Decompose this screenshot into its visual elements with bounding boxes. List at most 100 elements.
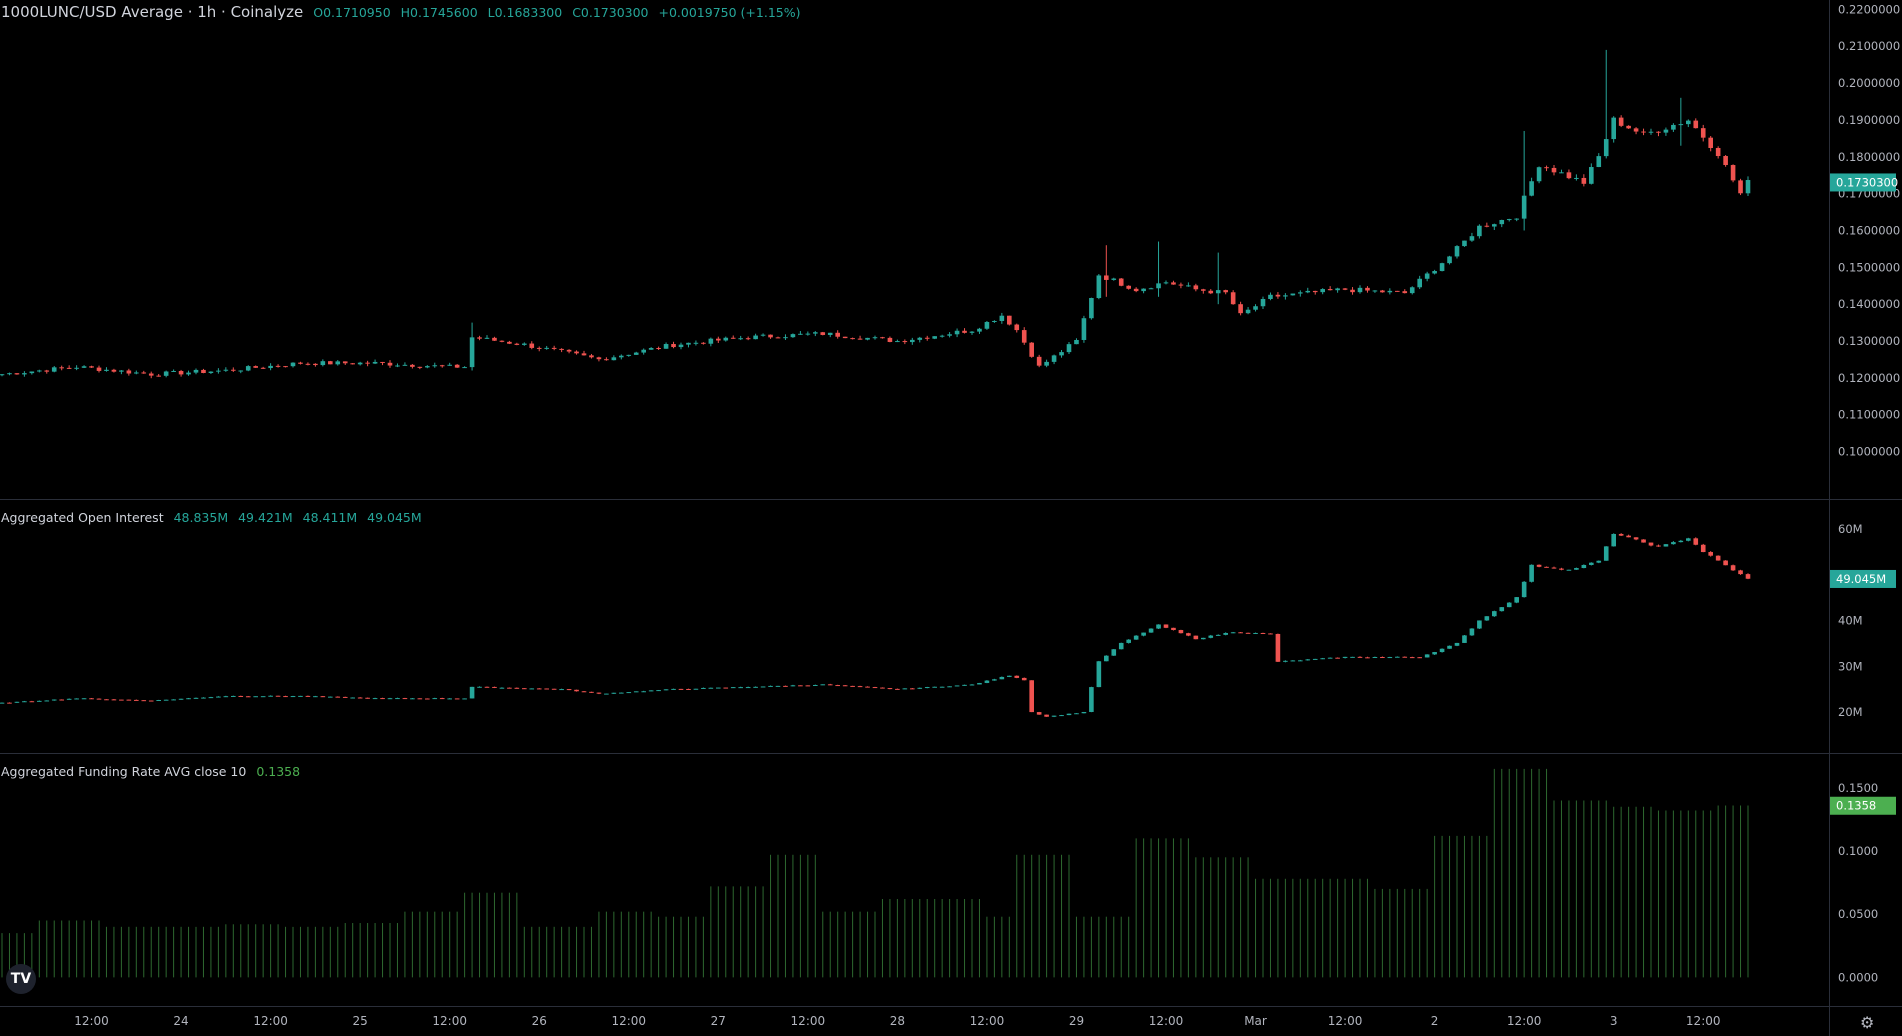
price-candle-body: [1223, 290, 1228, 293]
price-candle-body: [775, 337, 781, 339]
oi-candle: [1432, 651, 1437, 655]
price-candle-body: [887, 337, 893, 342]
price-candle-body: [633, 352, 639, 355]
price-candle: [1566, 169, 1572, 180]
oi-candle-body: [223, 696, 229, 698]
price-candle-body: [283, 366, 288, 368]
price-candle-body: [499, 340, 505, 342]
price-candle: [924, 335, 930, 341]
oi-candle-body: [1380, 657, 1385, 659]
price-candle-body: [798, 333, 803, 335]
tradingview-logo[interactable]: TV: [6, 964, 36, 994]
price-candle-body: [820, 332, 826, 335]
oi-candle-body: [1230, 632, 1236, 634]
oi-candle: [932, 686, 937, 688]
oi-candle: [1305, 659, 1311, 661]
oi-candle-body: [1007, 675, 1012, 677]
price-candle: [805, 331, 811, 336]
oi-candle: [1342, 656, 1348, 659]
price-candle: [992, 320, 997, 323]
oi-legend: Aggregated Open Interest 48.835M 49.421M…: [1, 510, 428, 525]
oi-candle-body: [1551, 567, 1557, 569]
price-candle-body: [962, 330, 967, 333]
oi-axis-tick: 30M: [1838, 659, 1863, 673]
oi-candle-body: [1074, 713, 1079, 715]
oi-candle-body: [1365, 657, 1370, 659]
oi-candle-body: [484, 686, 490, 688]
price-candle: [335, 360, 341, 366]
price-candle: [783, 334, 788, 340]
price-candle: [1589, 163, 1594, 185]
oi-candle-body: [96, 698, 102, 700]
price-candle-body: [260, 367, 266, 369]
oi-candle: [753, 686, 758, 688]
oi-candle: [119, 699, 124, 701]
price-candle: [910, 337, 915, 345]
price-candle-body: [245, 366, 251, 371]
oi-candle: [783, 685, 788, 687]
oi-candle: [0, 702, 5, 704]
oi-candle: [1201, 637, 1206, 640]
oi-candle: [141, 700, 147, 702]
oi-candle: [1350, 656, 1355, 658]
price-candle-body: [1693, 120, 1699, 129]
price-candle: [1626, 125, 1631, 129]
price-candle-body: [529, 343, 535, 348]
price-candle-body: [365, 362, 370, 364]
price-candle-body: [1148, 288, 1154, 290]
oi-candle-body: [857, 686, 863, 688]
oi-legend-title[interactable]: Aggregated Open Interest: [1, 510, 164, 525]
price-candle-body: [1014, 324, 1020, 331]
price-candle: [1708, 136, 1713, 152]
oi-candle-body: [880, 687, 885, 689]
oi-candle-body: [1745, 574, 1751, 579]
oi-candle-body: [924, 687, 930, 689]
oi-candle: [1611, 533, 1616, 547]
price-candle: [1223, 289, 1228, 295]
oi-candle-body: [619, 692, 624, 694]
price-candle-body: [686, 342, 691, 345]
oi-candle: [201, 697, 206, 699]
oi-candle-body: [872, 687, 878, 689]
price-candle: [1409, 286, 1415, 295]
price-candle-body: [313, 363, 318, 366]
price-candle: [357, 361, 363, 366]
oi-candle: [1559, 567, 1564, 571]
price-candle-body: [193, 369, 199, 373]
oi-candle: [126, 699, 132, 701]
price-candle: [320, 359, 326, 367]
price-candle-body: [1051, 355, 1057, 362]
oi-candle-body: [902, 688, 908, 690]
oi-candle: [29, 700, 35, 703]
funding-last-badge: 0.1358: [1830, 796, 1896, 815]
oi-candle: [1081, 711, 1087, 714]
price-candle-body: [1298, 292, 1303, 294]
oi-candle: [1312, 658, 1318, 660]
price-candle: [283, 365, 288, 368]
oi-candle-body: [917, 687, 923, 689]
oi-candle-body: [1335, 657, 1340, 659]
price-candle: [798, 331, 803, 335]
price-candle-body: [1126, 285, 1131, 289]
oi-candle-body: [1663, 544, 1669, 547]
price-axis-tick: 0.2200000: [1838, 2, 1900, 16]
price-candle-body: [119, 370, 124, 372]
oi-candle: [305, 695, 311, 697]
time-axis-tick: 12:00: [74, 1014, 109, 1028]
price-candle-body: [768, 334, 773, 338]
oi-candle-body: [999, 676, 1005, 680]
oi-candle: [1648, 542, 1654, 547]
settings-icon[interactable]: ⚙: [1860, 1013, 1875, 1032]
oi-candle-body: [551, 688, 557, 690]
price-candle: [148, 371, 154, 379]
price-candle-body: [305, 363, 311, 365]
price-candle: [0, 373, 5, 377]
symbol-title[interactable]: 1000LUNC/USD Average · 1h · Coinalyze: [1, 3, 304, 21]
oi-candle-body: [81, 698, 87, 700]
oi-last-badge: 49.045M: [1830, 569, 1896, 588]
funding-legend-title[interactable]: Aggregated Funding Rate AVG close 10: [1, 764, 247, 779]
price-candle: [37, 369, 42, 373]
price-candle-body: [1104, 275, 1109, 280]
oi-candle-body: [1126, 639, 1131, 643]
